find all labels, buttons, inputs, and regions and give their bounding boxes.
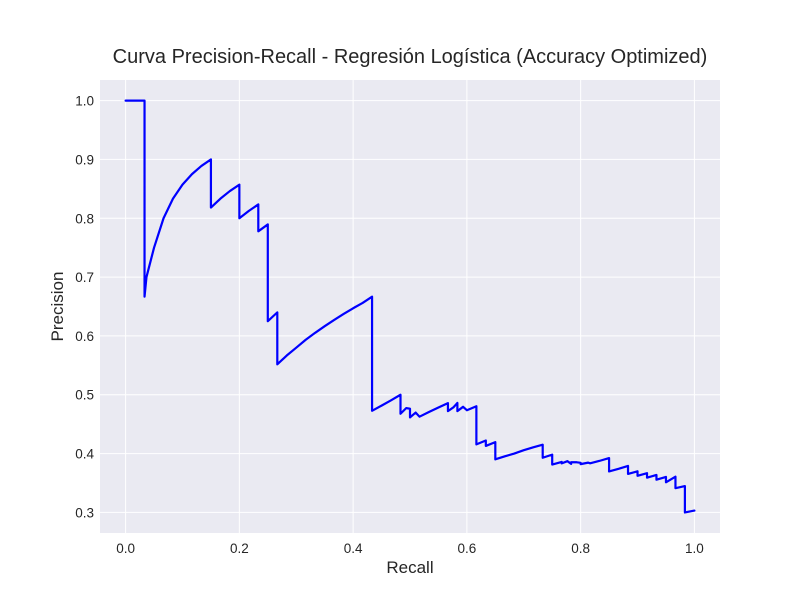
y-tick-label: 0.7 <box>75 270 94 285</box>
x-tick-label: 0.4 <box>344 541 363 556</box>
y-axis-label: Precision <box>48 272 67 342</box>
y-tick-label: 0.6 <box>75 329 94 344</box>
chart-title: Curva Precision-Recall - Regresión Logís… <box>113 46 708 68</box>
x-tick-label: 0.6 <box>457 541 476 556</box>
tick-labels: 0.0 0.2 0.4 0.6 0.8 1.0 0.3 0.4 0.5 0.6 0.7 0.8 0.9 1… <box>75 94 704 556</box>
y-tick-label: 0.5 <box>75 388 94 403</box>
plot-area <box>100 80 720 533</box>
x-tick-label: 0.0 <box>116 541 135 556</box>
y-tick-label: 0.8 <box>75 211 94 226</box>
x-tick-label: 1.0 <box>685 541 704 556</box>
x-axis-label: Recall <box>386 558 433 577</box>
x-tick-label: 0.2 <box>230 541 249 556</box>
y-tick-label: 0.3 <box>75 505 94 520</box>
series-layer <box>124 99 696 514</box>
x-tick-label: 0.8 <box>571 541 590 556</box>
y-tick-label: 0.4 <box>75 447 94 462</box>
grid-lines <box>100 80 720 533</box>
y-tick-label: 0.9 <box>75 152 94 167</box>
precision-recall-line <box>124 99 696 514</box>
y-tick-label: 1.0 <box>75 94 94 109</box>
